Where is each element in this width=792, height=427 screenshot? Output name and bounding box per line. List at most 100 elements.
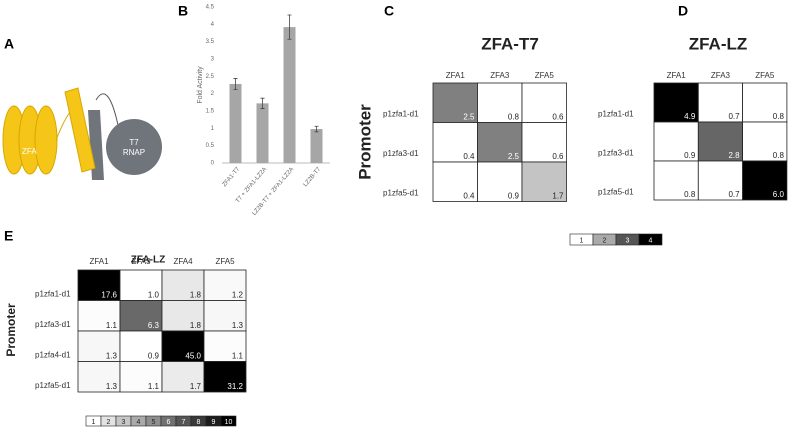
column-label: ZFA1 bbox=[667, 71, 687, 80]
row-label: p1zfa5-d1 bbox=[598, 187, 634, 196]
colorbar-swatch bbox=[220, 415, 237, 427]
y-tick-label: 1.5 bbox=[206, 109, 215, 115]
heatmap-cell bbox=[477, 82, 523, 123]
column-label: ZFA5 bbox=[755, 71, 775, 80]
cell-value: 1.1 bbox=[148, 382, 160, 391]
diagram: ZFA T7 RNAP bbox=[2, 87, 162, 180]
heatmap-cell bbox=[203, 361, 247, 393]
heatmap-cell bbox=[119, 269, 163, 301]
x-tick-label: ZFA1-T7 bbox=[222, 166, 242, 188]
heatmap-cell bbox=[697, 160, 743, 201]
cell-value: 4.9 bbox=[684, 112, 696, 121]
cell-value: 2.5 bbox=[508, 152, 520, 161]
colorbar-label: 3 bbox=[626, 237, 630, 244]
error-bar bbox=[314, 125, 319, 133]
cell-value: 0.8 bbox=[773, 112, 785, 121]
cell-value: 6.3 bbox=[148, 321, 160, 330]
colorbar-label: 8 bbox=[197, 419, 201, 426]
colorbar-label: 10 bbox=[225, 419, 233, 426]
panel-label: D bbox=[678, 3, 688, 19]
y-tick-label: 2.5 bbox=[206, 74, 215, 80]
colorbar-label: 2 bbox=[107, 419, 111, 426]
colorbar-swatch bbox=[638, 233, 663, 246]
colorbar-label: 1 bbox=[580, 237, 584, 244]
cell-value: 0.9 bbox=[684, 151, 696, 160]
y-axis-label: Promoter bbox=[355, 104, 374, 180]
cell-value: 1.3 bbox=[232, 321, 244, 330]
heatmap-cell bbox=[742, 82, 788, 123]
heatmap-cell bbox=[742, 160, 788, 201]
cell-value: 0.8 bbox=[508, 113, 520, 122]
error-bar bbox=[287, 14, 292, 40]
cell-value: 0.4 bbox=[463, 152, 475, 161]
x-tick-label: LZ2B-T7 bbox=[303, 166, 323, 188]
cell-value: 1.0 bbox=[148, 291, 160, 300]
chart-title: ZFA-T7 bbox=[481, 34, 539, 53]
cell-value: 1.7 bbox=[552, 192, 564, 201]
column-label: ZFA1 bbox=[89, 257, 109, 266]
colorbar-label: 3 bbox=[122, 419, 126, 426]
row-label: p1zfa4-d1 bbox=[35, 351, 71, 360]
chart-title: ZFA-LZ bbox=[689, 34, 748, 53]
cell-value: 0.6 bbox=[552, 113, 564, 122]
cell-value: 1.8 bbox=[190, 291, 202, 300]
column-label: ZFA5 bbox=[215, 257, 235, 266]
heatmap-cell bbox=[77, 269, 121, 301]
rnap-label: T7 bbox=[129, 138, 139, 147]
heatmap-cell bbox=[432, 161, 478, 202]
heatmap-cell bbox=[203, 300, 247, 332]
linker bbox=[95, 93, 119, 126]
cell-value: 0.6 bbox=[552, 152, 564, 161]
cell-value: 0.9 bbox=[508, 192, 520, 201]
error-bar bbox=[233, 78, 238, 90]
colorbar-label: 6 bbox=[167, 419, 171, 426]
column-label: ZFA1 bbox=[446, 71, 466, 80]
cell-value: 1.1 bbox=[232, 352, 244, 361]
cell-value: 17.6 bbox=[101, 291, 117, 300]
zfa-finger bbox=[34, 105, 58, 175]
heatmap-cell bbox=[521, 122, 567, 163]
column-label: ZFA3 bbox=[490, 71, 510, 80]
leucine-zipper bbox=[64, 87, 96, 173]
row-label: p1zfa1-d1 bbox=[35, 290, 71, 299]
heatmap-cell bbox=[432, 122, 478, 163]
y-axis-label: Fold Activity bbox=[197, 66, 204, 104]
bar bbox=[256, 103, 269, 163]
y-tick-label: 2 bbox=[211, 91, 215, 97]
column-label: ZFA4 bbox=[173, 257, 193, 266]
colorbar-label: 7 bbox=[182, 419, 186, 426]
heatmap-cell bbox=[161, 361, 205, 393]
column-label: ZFA3 bbox=[131, 257, 151, 266]
heatmap-cell bbox=[119, 361, 163, 393]
cell-value: 0.7 bbox=[728, 190, 740, 199]
heatmap-cell bbox=[161, 300, 205, 332]
row-label: p1zfa5-d1 bbox=[383, 189, 419, 198]
y-tick-label: 3 bbox=[211, 57, 215, 63]
cell-value: 1.3 bbox=[106, 382, 118, 391]
column-label: ZFA3 bbox=[711, 71, 731, 80]
bar bbox=[283, 27, 296, 164]
row-label: p1zfa1-d1 bbox=[383, 110, 419, 119]
rnap-label: RNAP bbox=[123, 148, 145, 157]
column-label: ZFA5 bbox=[535, 71, 555, 80]
cell-value: 2.5 bbox=[463, 113, 475, 122]
colorbar-label: 9 bbox=[212, 419, 216, 426]
cell-value: 0.8 bbox=[684, 190, 696, 199]
cell-value: 1.1 bbox=[106, 321, 118, 330]
bar bbox=[229, 83, 242, 163]
cell-value: 0.4 bbox=[463, 192, 475, 201]
y-axis-label: Promoter bbox=[4, 303, 18, 357]
y-tick-label: 0.5 bbox=[206, 143, 215, 149]
linker bbox=[55, 111, 71, 141]
colorbar-label: 4 bbox=[137, 419, 141, 426]
cell-value: 45.0 bbox=[185, 352, 201, 361]
y-tick-label: 1 bbox=[211, 126, 215, 132]
heatmap-cell bbox=[742, 121, 788, 162]
heatmap-cell bbox=[119, 330, 163, 362]
heatmap-cell bbox=[77, 361, 121, 393]
chart-title: ZFA-LZ bbox=[131, 255, 165, 266]
cell-value: 6.0 bbox=[773, 190, 785, 199]
y-tick-label: 0 bbox=[211, 161, 215, 167]
panel-label: E bbox=[4, 228, 13, 244]
